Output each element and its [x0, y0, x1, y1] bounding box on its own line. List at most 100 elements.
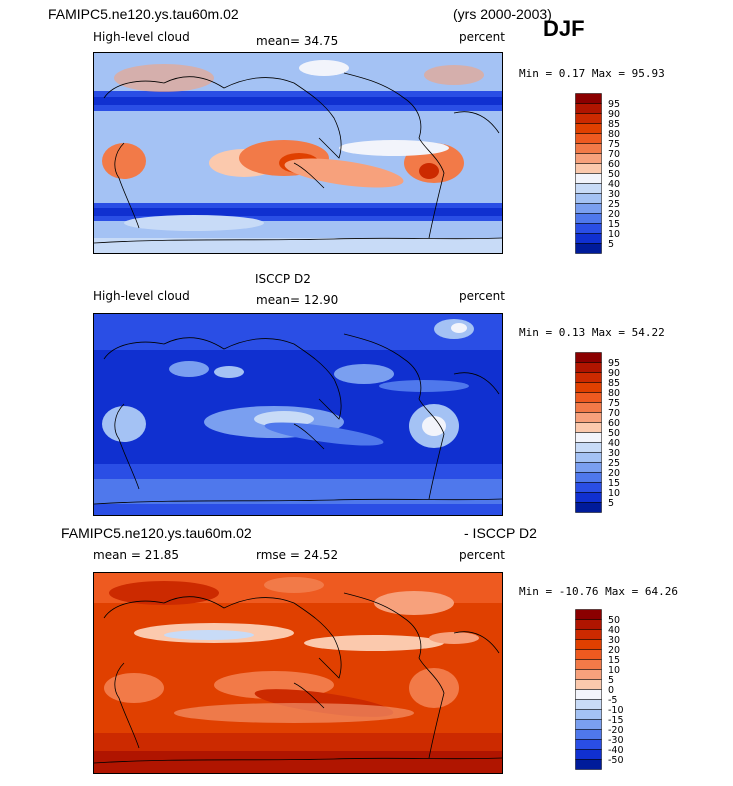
- colorbar-tick-label: -15: [608, 715, 624, 726]
- colorbar-tick-label: 10: [608, 488, 620, 499]
- season-label: DJF: [543, 16, 585, 41]
- colorbar-swatch: [575, 739, 602, 750]
- colorbar-tick-label: 5: [608, 498, 614, 509]
- colorbar-tick-label: -50: [608, 755, 624, 766]
- colorbar-swatch: [575, 382, 602, 393]
- colorbar-swatch: [575, 233, 602, 244]
- panel3-minmax: Min = -10.76 Max = 64.26: [519, 585, 678, 598]
- colorbar-tick-label: 50: [608, 169, 620, 180]
- colorbar-tick-label: 5: [608, 675, 614, 686]
- panel2-minmax: Min = 0.13 Max = 54.22: [519, 326, 665, 339]
- colorbar-tick-label: 30: [608, 189, 620, 200]
- colorbar-swatch: [575, 113, 602, 124]
- colorbar-tick-label: 40: [608, 438, 620, 449]
- colorbar-swatch: [575, 163, 602, 174]
- colorbar-swatch: [575, 133, 602, 144]
- colorbar-swatch: [575, 629, 602, 640]
- panel1-minmax: Min = 0.17 Max = 95.93: [519, 67, 665, 80]
- panel3-coastlines: [94, 592, 502, 764]
- colorbar-swatch: [575, 502, 602, 513]
- colorbar-tick-label: 20: [608, 209, 620, 220]
- panel2-colorbar-swatches: [575, 352, 602, 513]
- colorbar-swatch: [575, 223, 602, 234]
- colorbar-tick-label: 5: [608, 239, 614, 250]
- colorbar-swatch: [575, 213, 602, 224]
- colorbar-tick-label: -20: [608, 725, 624, 736]
- colorbar-tick-label: 50: [608, 428, 620, 439]
- colorbar-swatch: [575, 392, 602, 403]
- panel2-title: ISCCP D2: [255, 272, 311, 286]
- colorbar-tick-label: 75: [608, 139, 620, 150]
- colorbar-swatch: [575, 412, 602, 423]
- panel3-units: percent: [459, 548, 505, 562]
- colorbar-swatch: [575, 619, 602, 630]
- colorbar-swatch: [575, 153, 602, 164]
- colorbar-tick-label: 30: [608, 635, 620, 646]
- colorbar-swatch: [575, 362, 602, 373]
- panel2-map: [93, 313, 503, 516]
- panel3-mean: mean = 21.85: [93, 548, 180, 562]
- colorbar-tick-label: 95: [608, 99, 620, 110]
- colorbar-swatch: [575, 402, 602, 413]
- colorbar-tick-label: 0: [608, 685, 614, 696]
- colorbar-tick-label: 15: [608, 219, 620, 230]
- colorbar-tick-label: 50: [608, 615, 620, 626]
- colorbar-swatch: [575, 173, 602, 184]
- colorbar-swatch: [575, 639, 602, 650]
- colorbar-swatch: [575, 699, 602, 710]
- panel1-units: percent: [459, 30, 505, 44]
- colorbar-swatch: [575, 729, 602, 740]
- colorbar-swatch: [575, 193, 602, 204]
- colorbar-tick-label: -40: [608, 745, 624, 756]
- colorbar-swatch: [575, 442, 602, 453]
- panel2-mean: mean= 12.90: [256, 293, 339, 307]
- colorbar-tick-label: -10: [608, 705, 624, 716]
- panel2-units: percent: [459, 289, 505, 303]
- colorbar-tick-label: 20: [608, 468, 620, 479]
- colorbar-tick-label: 10: [608, 665, 620, 676]
- colorbar-swatch: [575, 659, 602, 670]
- panel1-cloud-field: [94, 60, 502, 253]
- colorbar-swatch: [575, 609, 602, 620]
- colorbar-swatch: [575, 372, 602, 383]
- colorbar-swatch: [575, 719, 602, 730]
- colorbar-tick-label: 40: [608, 179, 620, 190]
- panel1-variable-label: High-level cloud: [93, 30, 190, 44]
- colorbar-swatch: [575, 432, 602, 443]
- colorbar-tick-label: 10: [608, 229, 620, 240]
- colorbar-swatch: [575, 669, 602, 680]
- colorbar-swatch: [575, 203, 602, 214]
- colorbar-tick-label: 90: [608, 368, 620, 379]
- model-title: FAMIPC5.ne120.ys.tau60m.02: [48, 6, 239, 22]
- colorbar-tick-label: 25: [608, 458, 620, 469]
- colorbar-tick-label: 30: [608, 448, 620, 459]
- colorbar-tick-label: 75: [608, 398, 620, 409]
- colorbar-tick-label: 70: [608, 149, 620, 160]
- panel3-diff-field: [94, 573, 502, 773]
- colorbar-tick-label: 80: [608, 388, 620, 399]
- colorbar-tick-label: 20: [608, 645, 620, 656]
- colorbar-swatch: [575, 759, 602, 770]
- colorbar-swatch: [575, 492, 602, 503]
- colorbar-swatch: [575, 183, 602, 194]
- panel2-coastlines: [94, 333, 502, 505]
- colorbar-tick-label: 25: [608, 199, 620, 210]
- colorbar-tick-label: 40: [608, 625, 620, 636]
- colorbar-swatch: [575, 103, 602, 114]
- colorbar-swatch: [575, 709, 602, 720]
- colorbar-swatch: [575, 123, 602, 134]
- colorbar-swatch: [575, 422, 602, 433]
- colorbar-tick-label: 60: [608, 418, 620, 429]
- colorbar-swatch: [575, 689, 602, 700]
- colorbar-swatch: [575, 472, 602, 483]
- colorbar-tick-label: 15: [608, 478, 620, 489]
- colorbar-tick-label: -30: [608, 735, 624, 746]
- colorbar-swatch: [575, 679, 602, 690]
- colorbar-swatch: [575, 649, 602, 660]
